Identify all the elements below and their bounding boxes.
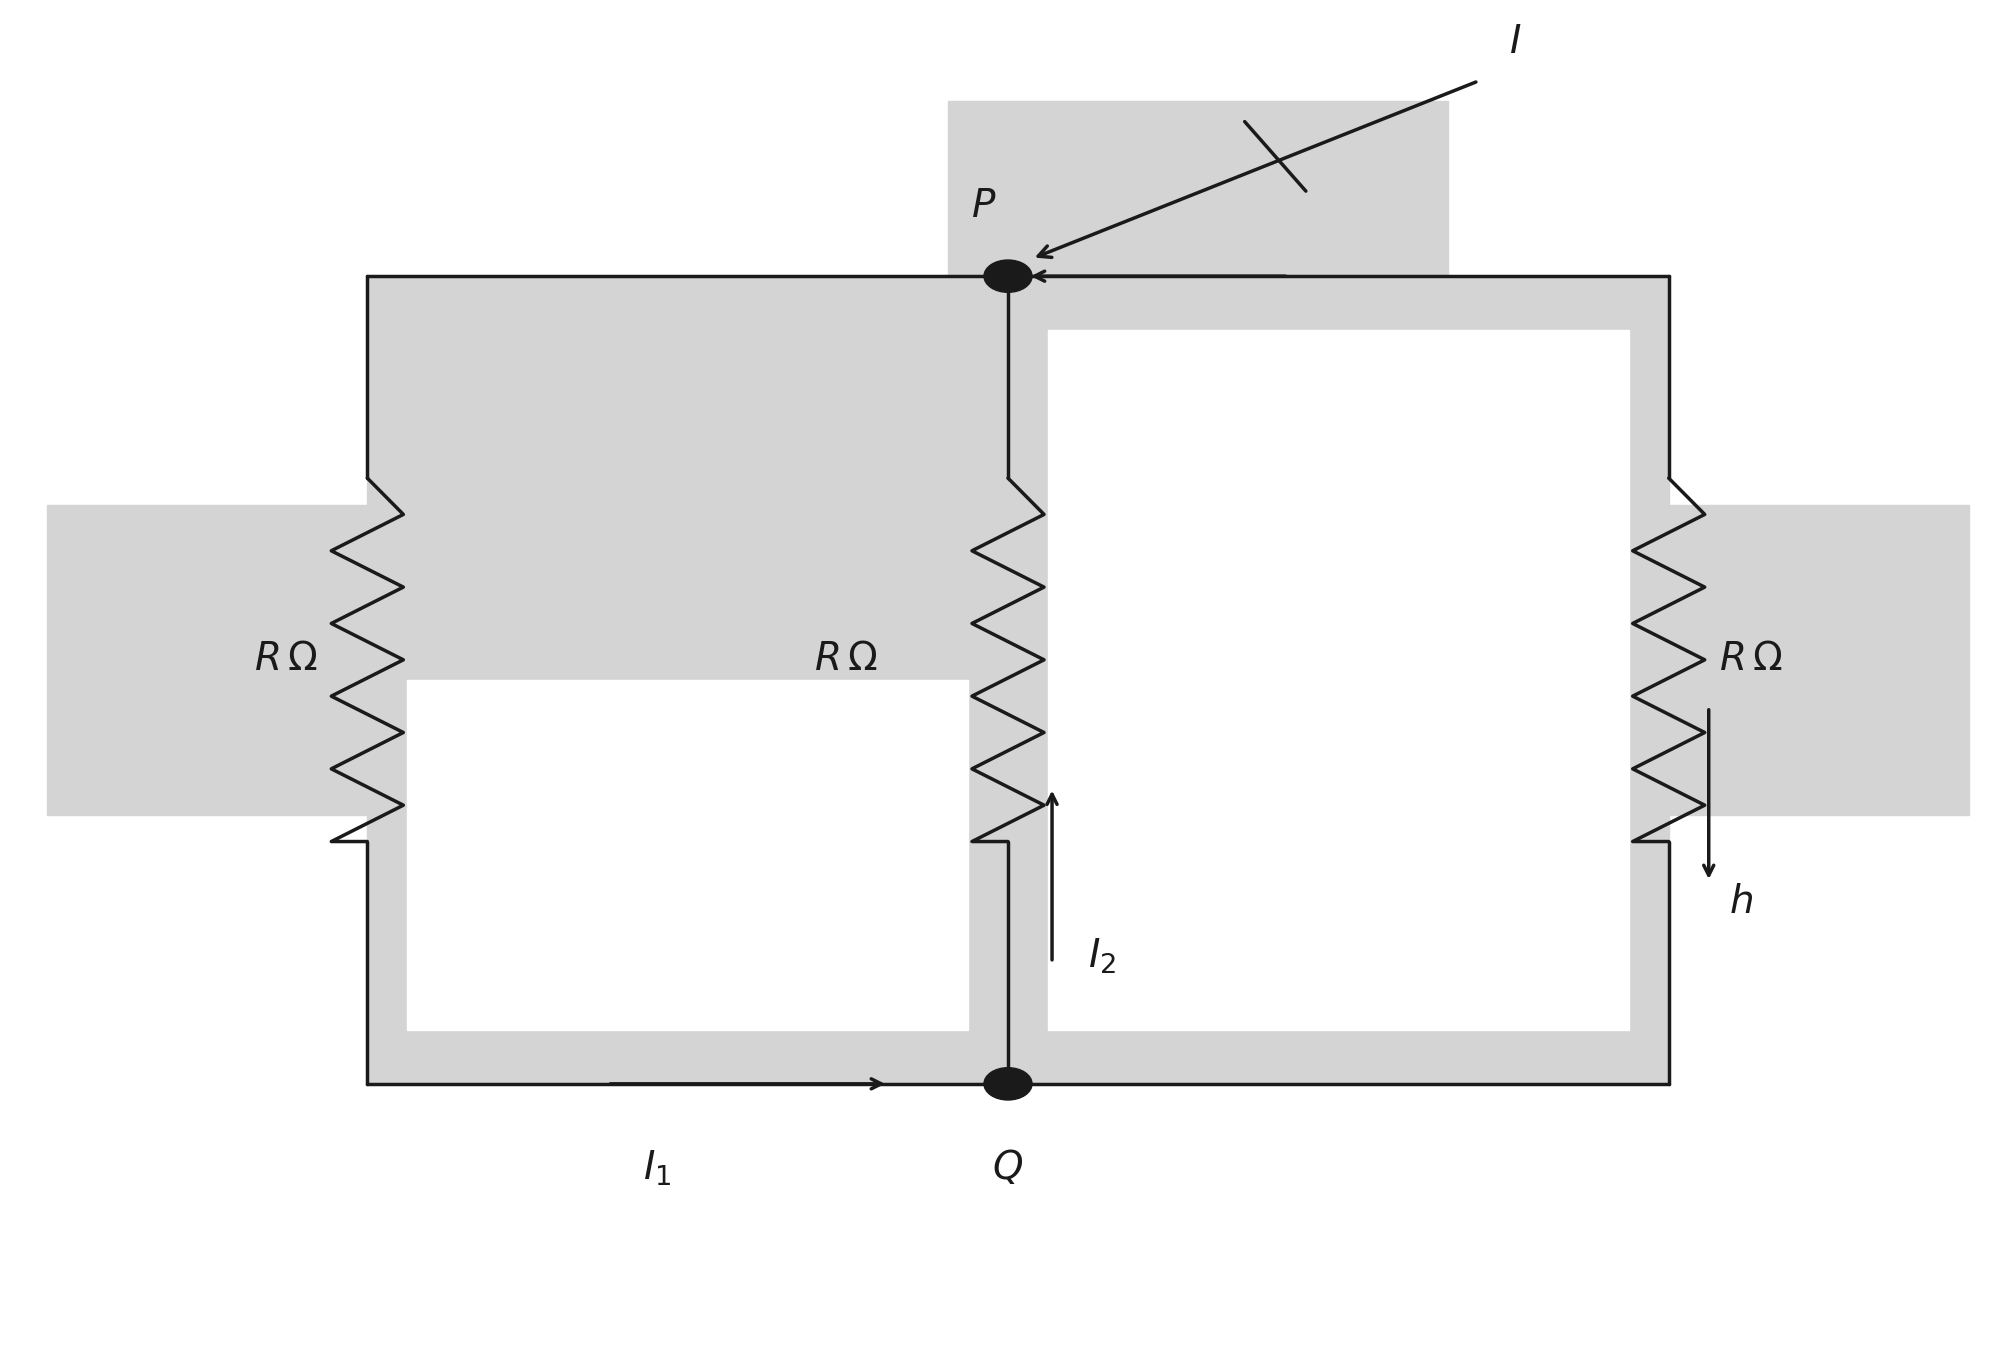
Text: $R\,\Omega$: $R\,\Omega$ — [1720, 642, 1782, 679]
Bar — [367, 276, 1008, 1084]
Bar — [1669, 505, 1970, 815]
Text: $R\,\Omega$: $R\,\Omega$ — [254, 642, 317, 679]
Text: $P$: $P$ — [972, 188, 996, 224]
Text: $R\,\Omega$: $R\,\Omega$ — [814, 642, 877, 679]
Bar — [407, 680, 968, 1030]
Bar — [948, 101, 1447, 276]
Text: $I_2$: $I_2$ — [1089, 936, 1117, 975]
Bar — [1048, 330, 1629, 1030]
Circle shape — [984, 1068, 1032, 1100]
Text: $Q$: $Q$ — [992, 1148, 1024, 1187]
Text: $I$: $I$ — [1508, 23, 1520, 61]
Bar — [1008, 276, 1669, 1084]
Text: $h$: $h$ — [1730, 884, 1752, 921]
Circle shape — [984, 260, 1032, 292]
Bar — [46, 505, 367, 815]
Text: $I_1$: $I_1$ — [643, 1148, 671, 1187]
